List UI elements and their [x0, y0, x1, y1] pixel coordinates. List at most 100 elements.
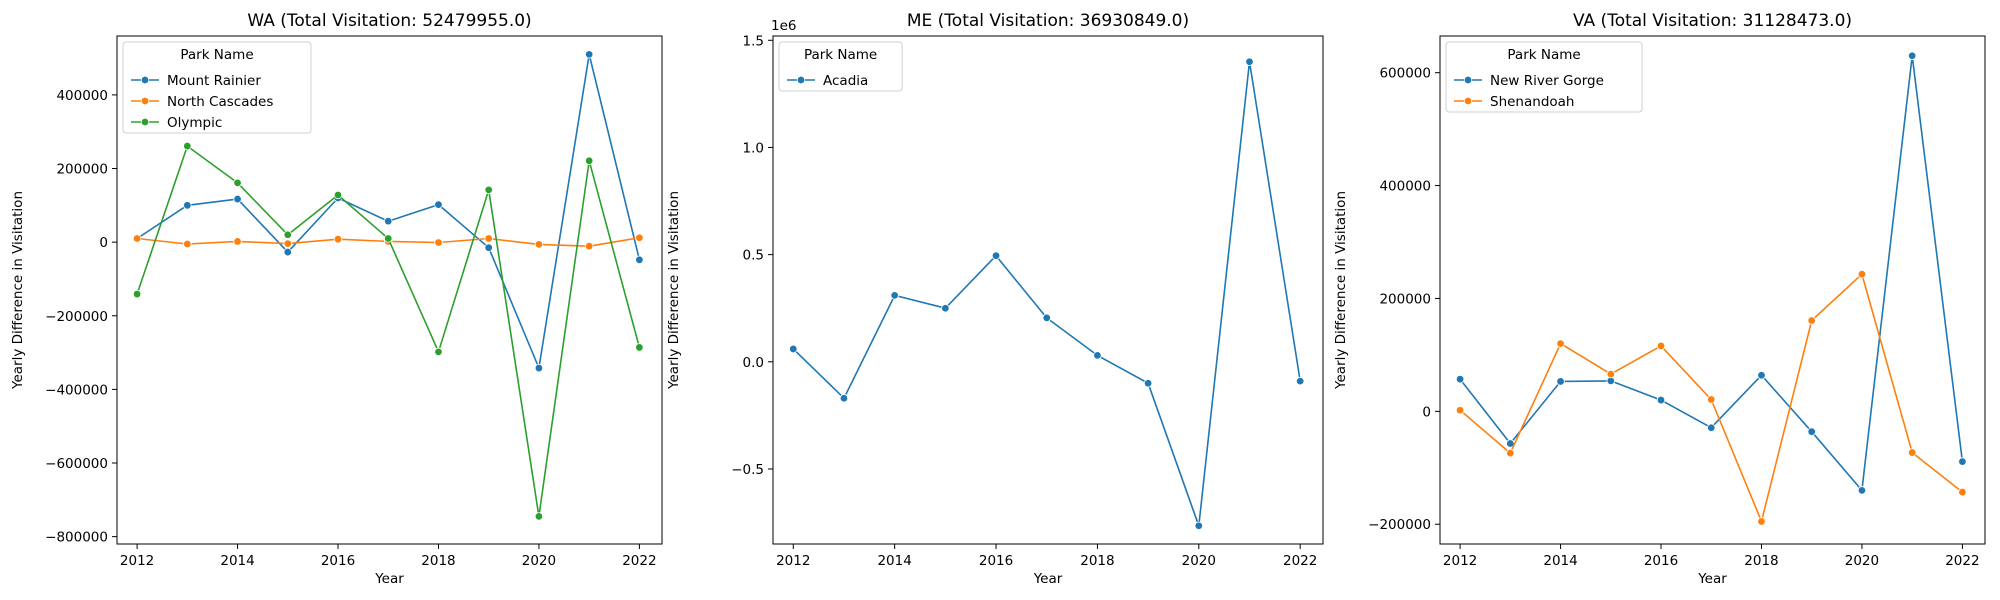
legend-label: Olympic	[167, 115, 222, 131]
y-axis-label: Yearly Difference in Visitation	[666, 191, 682, 390]
y-tick-label: 0	[1422, 404, 1431, 420]
y-tick-label: −800000	[45, 530, 108, 546]
y-tick-label: −0.5	[731, 462, 764, 478]
plot-frame	[772, 35, 1324, 545]
legend-label: Mount Rainier	[167, 73, 261, 89]
data-point	[941, 304, 950, 313]
data-point	[484, 185, 493, 195]
x-tick-label: 2022	[1283, 553, 1317, 569]
y-tick-label: −200000	[45, 309, 108, 325]
x-tick-label: 2018	[421, 553, 455, 569]
x-tick-label: 2022	[622, 553, 656, 569]
data-point	[283, 239, 292, 248]
data-point	[584, 50, 594, 59]
legend-marker	[140, 117, 150, 127]
y-tick-label: 600000	[1379, 66, 1431, 82]
x-tick-label: 2016	[1644, 553, 1678, 569]
series-line	[792, 60, 1301, 527]
data-point	[534, 512, 544, 521]
y-tick-label: 0.5	[743, 248, 764, 264]
data-point	[1606, 369, 1615, 379]
x-axis-label: Year	[1033, 571, 1063, 587]
y-tick-label: 400000	[56, 88, 108, 104]
y-tick-label: −200000	[1368, 517, 1431, 533]
y-axis-label: Yearly Difference in Visitation	[1333, 191, 1349, 390]
data-point	[333, 234, 343, 244]
data-point	[132, 289, 142, 299]
y-tick-label: −600000	[45, 456, 108, 472]
legend-marker	[140, 75, 150, 85]
legend-box	[1445, 41, 1643, 113]
x-tick-label: 2012	[120, 553, 154, 569]
x-tick-label: 2016	[321, 553, 355, 569]
legend: Park Name Mount Rainier North Cascades Olym…	[122, 41, 312, 134]
y-tick-label: 0.0	[743, 355, 764, 371]
x-tick-label: 2018	[1744, 553, 1778, 569]
legend-box	[122, 41, 312, 134]
data-point	[1707, 423, 1716, 432]
y-axis-label: Yearly Difference in Visitation	[10, 191, 26, 390]
data-point	[434, 200, 443, 209]
data-point	[1958, 487, 1967, 497]
legend: Park Name Acadia	[778, 41, 903, 92]
data-point	[1295, 376, 1305, 386]
data-point	[1455, 374, 1465, 384]
data-point	[534, 240, 544, 249]
data-point	[1757, 371, 1766, 380]
data-point	[1245, 57, 1254, 66]
data-point	[584, 241, 594, 251]
chart-title: WA (Total Visitation: 52479955.0)	[247, 11, 531, 31]
data-point	[384, 234, 393, 243]
y-offset-text: 1e6	[771, 18, 796, 34]
data-point	[839, 394, 849, 403]
x-axis-label: Year	[1697, 571, 1727, 587]
data-point	[635, 343, 644, 352]
legend-title: Park Name	[804, 47, 877, 63]
data-point	[1656, 395, 1666, 405]
data-point	[890, 291, 899, 300]
y-tick-label: 400000	[1379, 179, 1431, 195]
x-tick-label: 2012	[776, 553, 810, 569]
legend-label: Acadia	[823, 73, 868, 89]
data-point	[1656, 341, 1666, 351]
legend-label: North Cascades	[167, 94, 273, 110]
data-point	[1907, 448, 1917, 457]
data-point	[1707, 395, 1716, 404]
data-point	[1093, 351, 1102, 360]
legend-marker	[796, 75, 806, 85]
data-point	[484, 243, 493, 252]
legend-label: Shenandoah	[1490, 94, 1574, 110]
x-tick-label: 2020	[522, 553, 556, 569]
data-point	[484, 234, 493, 243]
data-point	[384, 216, 393, 226]
data-point	[183, 239, 192, 249]
data-point	[1556, 339, 1565, 348]
data-point	[1556, 377, 1565, 386]
data-point	[991, 251, 1001, 260]
legend-marker	[140, 96, 150, 106]
legend-box	[778, 41, 903, 92]
data-point	[1958, 457, 1967, 466]
data-point	[183, 201, 192, 210]
data-point	[233, 178, 242, 188]
chart-title: ME (Total Visitation: 36930849.0)	[907, 11, 1189, 31]
data-point	[635, 233, 644, 242]
x-tick-label: 2018	[1080, 553, 1114, 569]
legend: Park Name New River Gorge Shenandoah	[1445, 41, 1643, 113]
x-tick-label: 2014	[1543, 553, 1577, 569]
chart-panel-3: VA (Total Visitation: 31128473.0) 2012 201…	[1333, 11, 1986, 587]
data-point	[1807, 427, 1816, 436]
data-point	[1194, 521, 1204, 530]
x-tick-label: 2020	[1182, 553, 1216, 569]
x-tick-label: 2016	[979, 553, 1013, 569]
data-point	[233, 237, 242, 246]
y-tick-label: 1.5	[743, 33, 764, 49]
data-point	[283, 230, 292, 239]
data-point	[434, 347, 443, 357]
data-point	[584, 156, 594, 165]
chart-panel-2: ME (Total Visitation: 36930849.0) 2012 201…	[666, 11, 1324, 587]
legend-label: New River Gorge	[1490, 73, 1604, 89]
legend-title: Park Name	[1507, 47, 1580, 63]
data-point	[1757, 517, 1766, 526]
